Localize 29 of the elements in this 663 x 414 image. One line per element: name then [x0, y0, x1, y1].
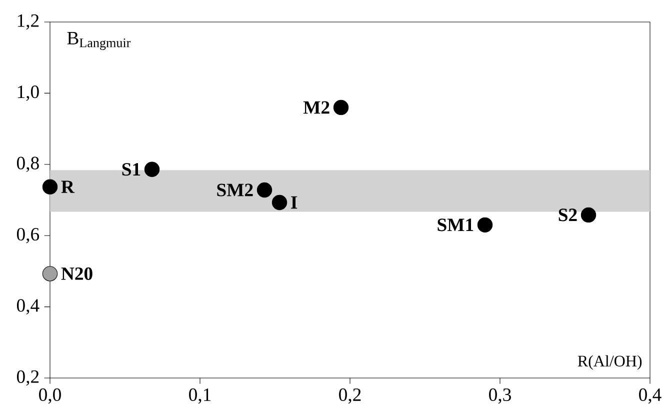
y-tick-label: 0,6 — [16, 228, 40, 244]
point — [42, 179, 58, 194]
y-tick-label: 0,4 — [16, 299, 40, 314]
point — [42, 266, 58, 282]
y-axis-title: B$_{Langmuir}$ — [67, 32, 131, 50]
x-tick-label: 0,1 — [189, 388, 211, 404]
y-tick-label: 0,2 — [16, 370, 39, 386]
point — [256, 182, 272, 198]
y-tick-label: 1,0 — [18, 86, 39, 101]
annotation: SM1 — [438, 218, 474, 232]
point — [272, 194, 288, 210]
point — [580, 207, 596, 223]
x-axis-title: R(Al/OH) — [578, 355, 642, 370]
annotation: R — [61, 180, 75, 193]
annotation: S2 — [558, 208, 577, 222]
annotation: N20 — [61, 267, 92, 280]
x-tick-label: 0,0 — [39, 388, 61, 404]
x-tick-label: 0,2 — [339, 388, 361, 404]
annotation: I — [291, 196, 298, 209]
annotation: M2 — [303, 101, 330, 114]
y-tick-label: 0,8 — [16, 156, 39, 172]
point — [144, 162, 160, 177]
y-tick-label: 1,2 — [18, 14, 39, 30]
annotation: S1 — [122, 163, 140, 176]
point — [333, 100, 349, 116]
annotation: SM2 — [217, 184, 253, 196]
x-tick-label: 0,3 — [489, 388, 511, 404]
x-tick-label: 0,4 — [639, 388, 662, 404]
point — [477, 217, 493, 233]
